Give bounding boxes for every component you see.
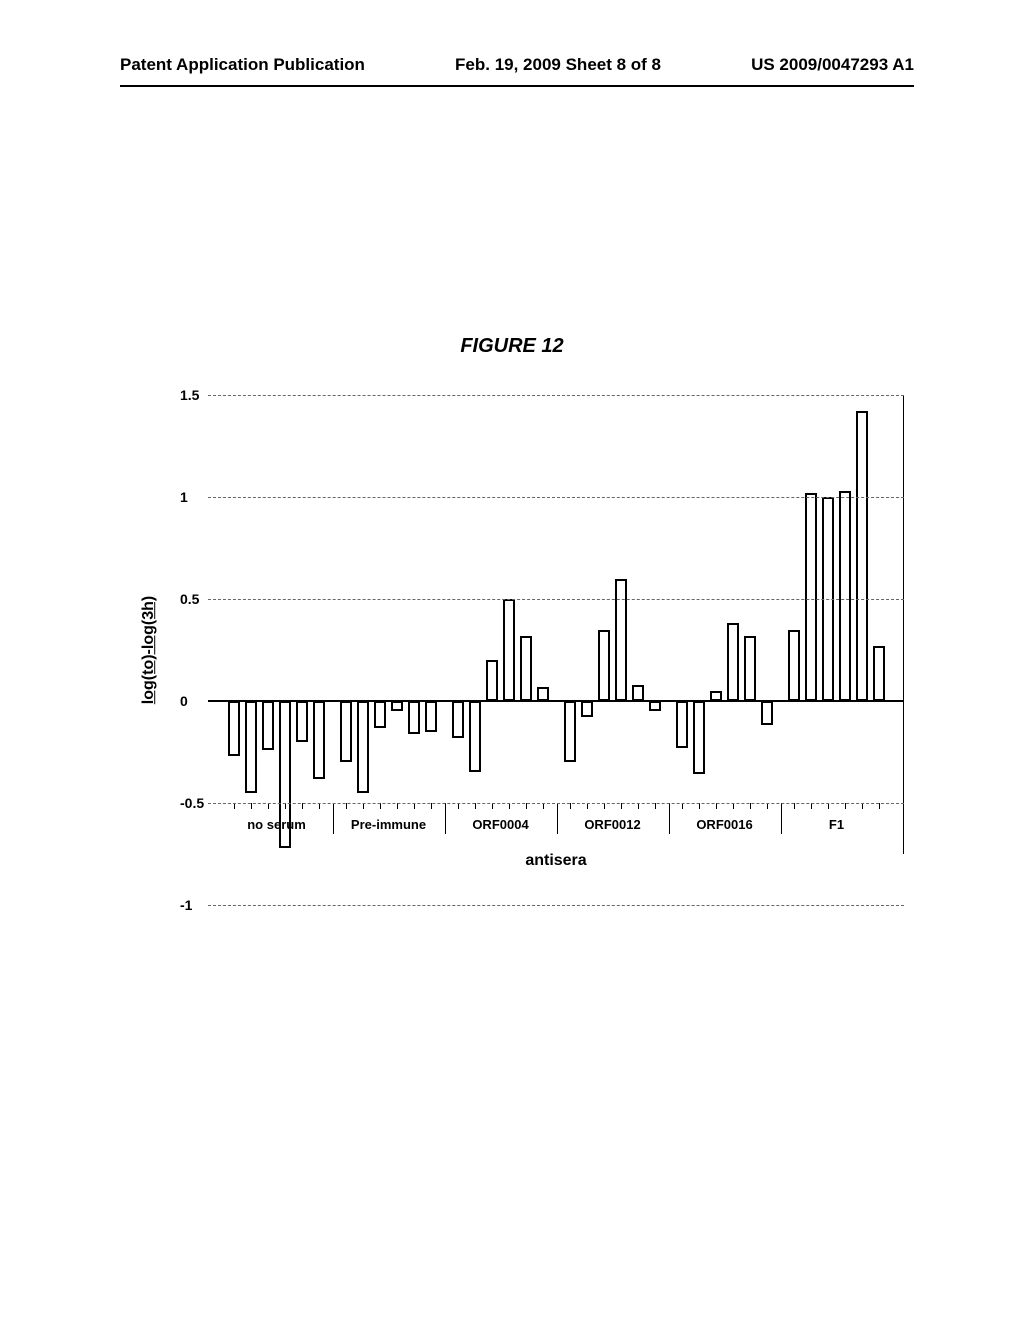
bar <box>408 701 420 734</box>
bar <box>788 630 800 701</box>
bar <box>693 701 705 774</box>
header-left: Patent Application Publication <box>120 55 365 75</box>
x-axis-label: antisera <box>208 852 904 870</box>
bar <box>296 701 308 742</box>
bar <box>839 491 851 701</box>
bar <box>374 701 386 728</box>
bar <box>856 411 868 701</box>
group-divider <box>781 803 782 834</box>
plot-area: no serum Pre-immune ORF0004 ORF0012 ORF0016 F… <box>208 395 904 905</box>
gridline <box>208 497 904 498</box>
bar <box>537 687 549 701</box>
bar <box>357 701 369 793</box>
gridline <box>208 599 904 600</box>
bar <box>564 701 576 762</box>
category-label: ORF0012 <box>584 817 640 832</box>
group-divider <box>333 803 334 834</box>
header-rule <box>120 85 914 87</box>
right-border <box>903 395 904 854</box>
bar <box>313 701 325 779</box>
gridline <box>208 905 904 906</box>
gridline <box>208 395 904 396</box>
baseline <box>208 700 904 702</box>
bar <box>727 623 739 701</box>
category-label: no serum <box>247 817 306 832</box>
bar-chart: log(to)-log(3h) no serum Pre-immune ORF000… <box>140 395 910 905</box>
bar <box>615 579 627 701</box>
gridline <box>208 803 904 804</box>
group-divider <box>557 803 558 834</box>
bar <box>469 701 481 772</box>
category-label: ORF0004 <box>472 817 528 832</box>
bar <box>425 701 437 732</box>
group-divider <box>445 803 446 834</box>
bar <box>391 701 403 711</box>
bar <box>761 701 773 725</box>
bar <box>340 701 352 762</box>
header-right: US 2009/0047293 A1 <box>751 55 914 75</box>
bar <box>598 630 610 701</box>
bar <box>676 701 688 748</box>
bar <box>486 660 498 701</box>
bar <box>744 636 756 701</box>
bar <box>503 599 515 701</box>
category-label: ORF0016 <box>696 817 752 832</box>
bar <box>228 701 240 756</box>
bar <box>649 701 661 711</box>
bar <box>262 701 274 750</box>
bar <box>873 646 885 701</box>
y-axis-label: log(to)-log(3h) <box>140 596 158 704</box>
header-center: Feb. 19, 2009 Sheet 8 of 8 <box>455 55 661 75</box>
bar <box>581 701 593 717</box>
bar <box>805 493 817 701</box>
bar <box>520 636 532 701</box>
category-label: F1 <box>829 817 844 832</box>
figure-title: FIGURE 12 <box>0 335 1024 358</box>
group-divider <box>669 803 670 834</box>
bar <box>245 701 257 793</box>
bar <box>452 701 464 738</box>
category-label: Pre-immune <box>351 817 426 832</box>
bar <box>632 685 644 701</box>
